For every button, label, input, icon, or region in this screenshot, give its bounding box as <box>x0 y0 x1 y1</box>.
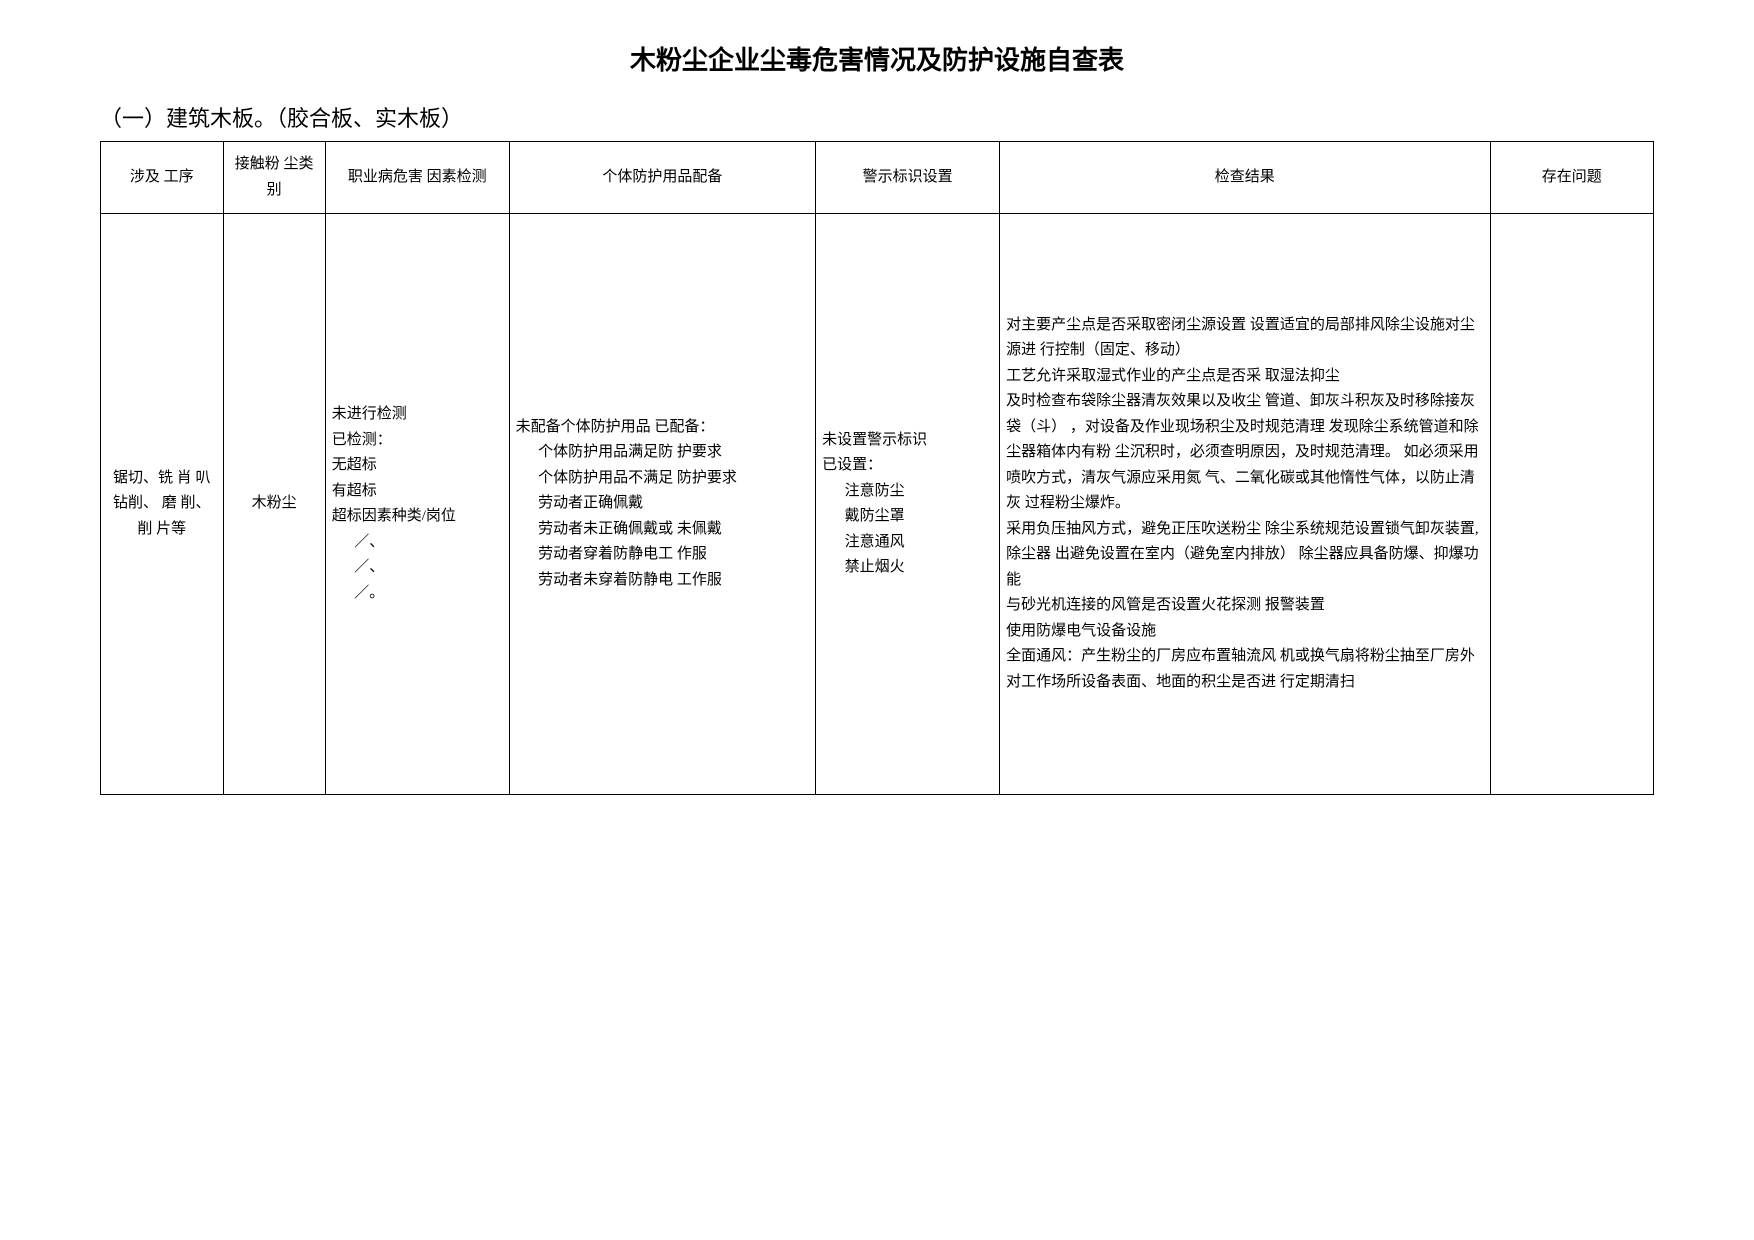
section-subtitle: （一）建筑木板。（胶合板、实木板） <box>100 101 1654 133</box>
text-line: 采用负压抽风方式，避免正压吹送粉尘 除尘系统规范设置锁气卸灰装置, 除尘器 出避… <box>1006 517 1483 594</box>
text-line: 与砂光机连接的风管是否设置火花探测 报警装置 <box>1006 593 1483 619</box>
cell-detection: 未进行检测 已检测： 无超标 有超标 超标因素种类/岗位 ／、 ／、 ／。 <box>325 214 509 795</box>
text-line: 有超标 <box>332 479 503 505</box>
table-header-row: 涉及 工序 接触粉 尘类别 职业病危害 因素检测 个体防护用品配备 警示标识设置… <box>101 142 1654 214</box>
text-line: 未进行检测 <box>332 402 503 428</box>
text-line: ／、 <box>332 555 503 581</box>
text-line: 工艺允许采取湿式作业的产尘点是否采 取湿法抑尘 <box>1006 364 1483 390</box>
cell-issue <box>1490 214 1654 795</box>
text-line: 注意通风 <box>822 530 993 556</box>
cell-ppe: 未配备个体防护用品 已配备： 个体防护用品满足防 护要求 个体防护用品不满足 防… <box>509 214 816 795</box>
cell-result: 对主要产尘点是否采取密闭尘源设置 设置适宜的局部排风除尘设施对尘源进 行控制（固… <box>1000 214 1490 795</box>
text-line: 对主要产尘点是否采取密闭尘源设置 设置适宜的局部排风除尘设施对尘源进 行控制（固… <box>1006 313 1483 364</box>
text-line: 已检测： <box>332 428 503 454</box>
text-line: 及时检查布袋除尘器清灰效果以及收尘 管道、卸灰斗积灰及时移除接灰袋（斗） ，对设… <box>1006 389 1483 517</box>
text-line: ／。 <box>332 581 503 607</box>
text-line: 个体防护用品满足防 护要求 <box>516 440 810 466</box>
text-line: 个体防护用品不满足 防护要求 <box>516 466 810 492</box>
cell-dust-type: 木粉尘 <box>223 214 325 795</box>
col-header-detection: 职业病危害 因素检测 <box>325 142 509 214</box>
cell-process: 锯切、铣 肖 叭钻削、 磨 削、削 片等 <box>101 214 224 795</box>
inspection-table: 涉及 工序 接触粉 尘类别 职业病危害 因素检测 个体防护用品配备 警示标识设置… <box>100 141 1654 795</box>
col-header-result: 检查结果 <box>1000 142 1490 214</box>
table-row: 锯切、铣 肖 叭钻削、 磨 削、削 片等 木粉尘 未进行检测 已检测： 无超标 … <box>101 214 1654 795</box>
text-line: 超标因素种类/岗位 <box>332 504 503 530</box>
text-line: 对工作场所设备表面、地面的积尘是否进 行定期清扫 <box>1006 670 1483 696</box>
text-line: 未配备个体防护用品 已配备： <box>516 415 810 441</box>
page-title: 木粉尘企业尘毒危害情况及防护设施自查表 <box>100 40 1654 77</box>
text-line: 戴防尘罩 <box>822 504 993 530</box>
text-line: 劳动者未穿着防静电 工作服 <box>516 568 810 594</box>
text-line: 注意防尘 <box>822 479 993 505</box>
text-line: 已设置： <box>822 453 993 479</box>
text-line: 使用防爆电气设备设施 <box>1006 619 1483 645</box>
text-line: 劳动者正确佩戴 <box>516 491 810 517</box>
col-header-issue: 存在问题 <box>1490 142 1654 214</box>
text-line: 劳动者穿着防静电工 作服 <box>516 542 810 568</box>
text-line: 未设置警示标识 <box>822 428 993 454</box>
text-line: 劳动者未正确佩戴或 未佩戴 <box>516 517 810 543</box>
text-line: ／、 <box>332 530 503 556</box>
col-header-dust-type: 接触粉 尘类别 <box>223 142 325 214</box>
text-line: 禁止烟火 <box>822 555 993 581</box>
cell-sign: 未设置警示标识 已设置： 注意防尘 戴防尘罩 注意通风 禁止烟火 <box>816 214 1000 795</box>
col-header-ppe: 个体防护用品配备 <box>509 142 816 214</box>
col-header-sign: 警示标识设置 <box>816 142 1000 214</box>
text-line: 全面通风：产生粉尘的厂房应布置轴流风 机或换气扇将粉尘抽至厂房外 <box>1006 644 1483 670</box>
text-line: 无超标 <box>332 453 503 479</box>
col-header-process: 涉及 工序 <box>101 142 224 214</box>
